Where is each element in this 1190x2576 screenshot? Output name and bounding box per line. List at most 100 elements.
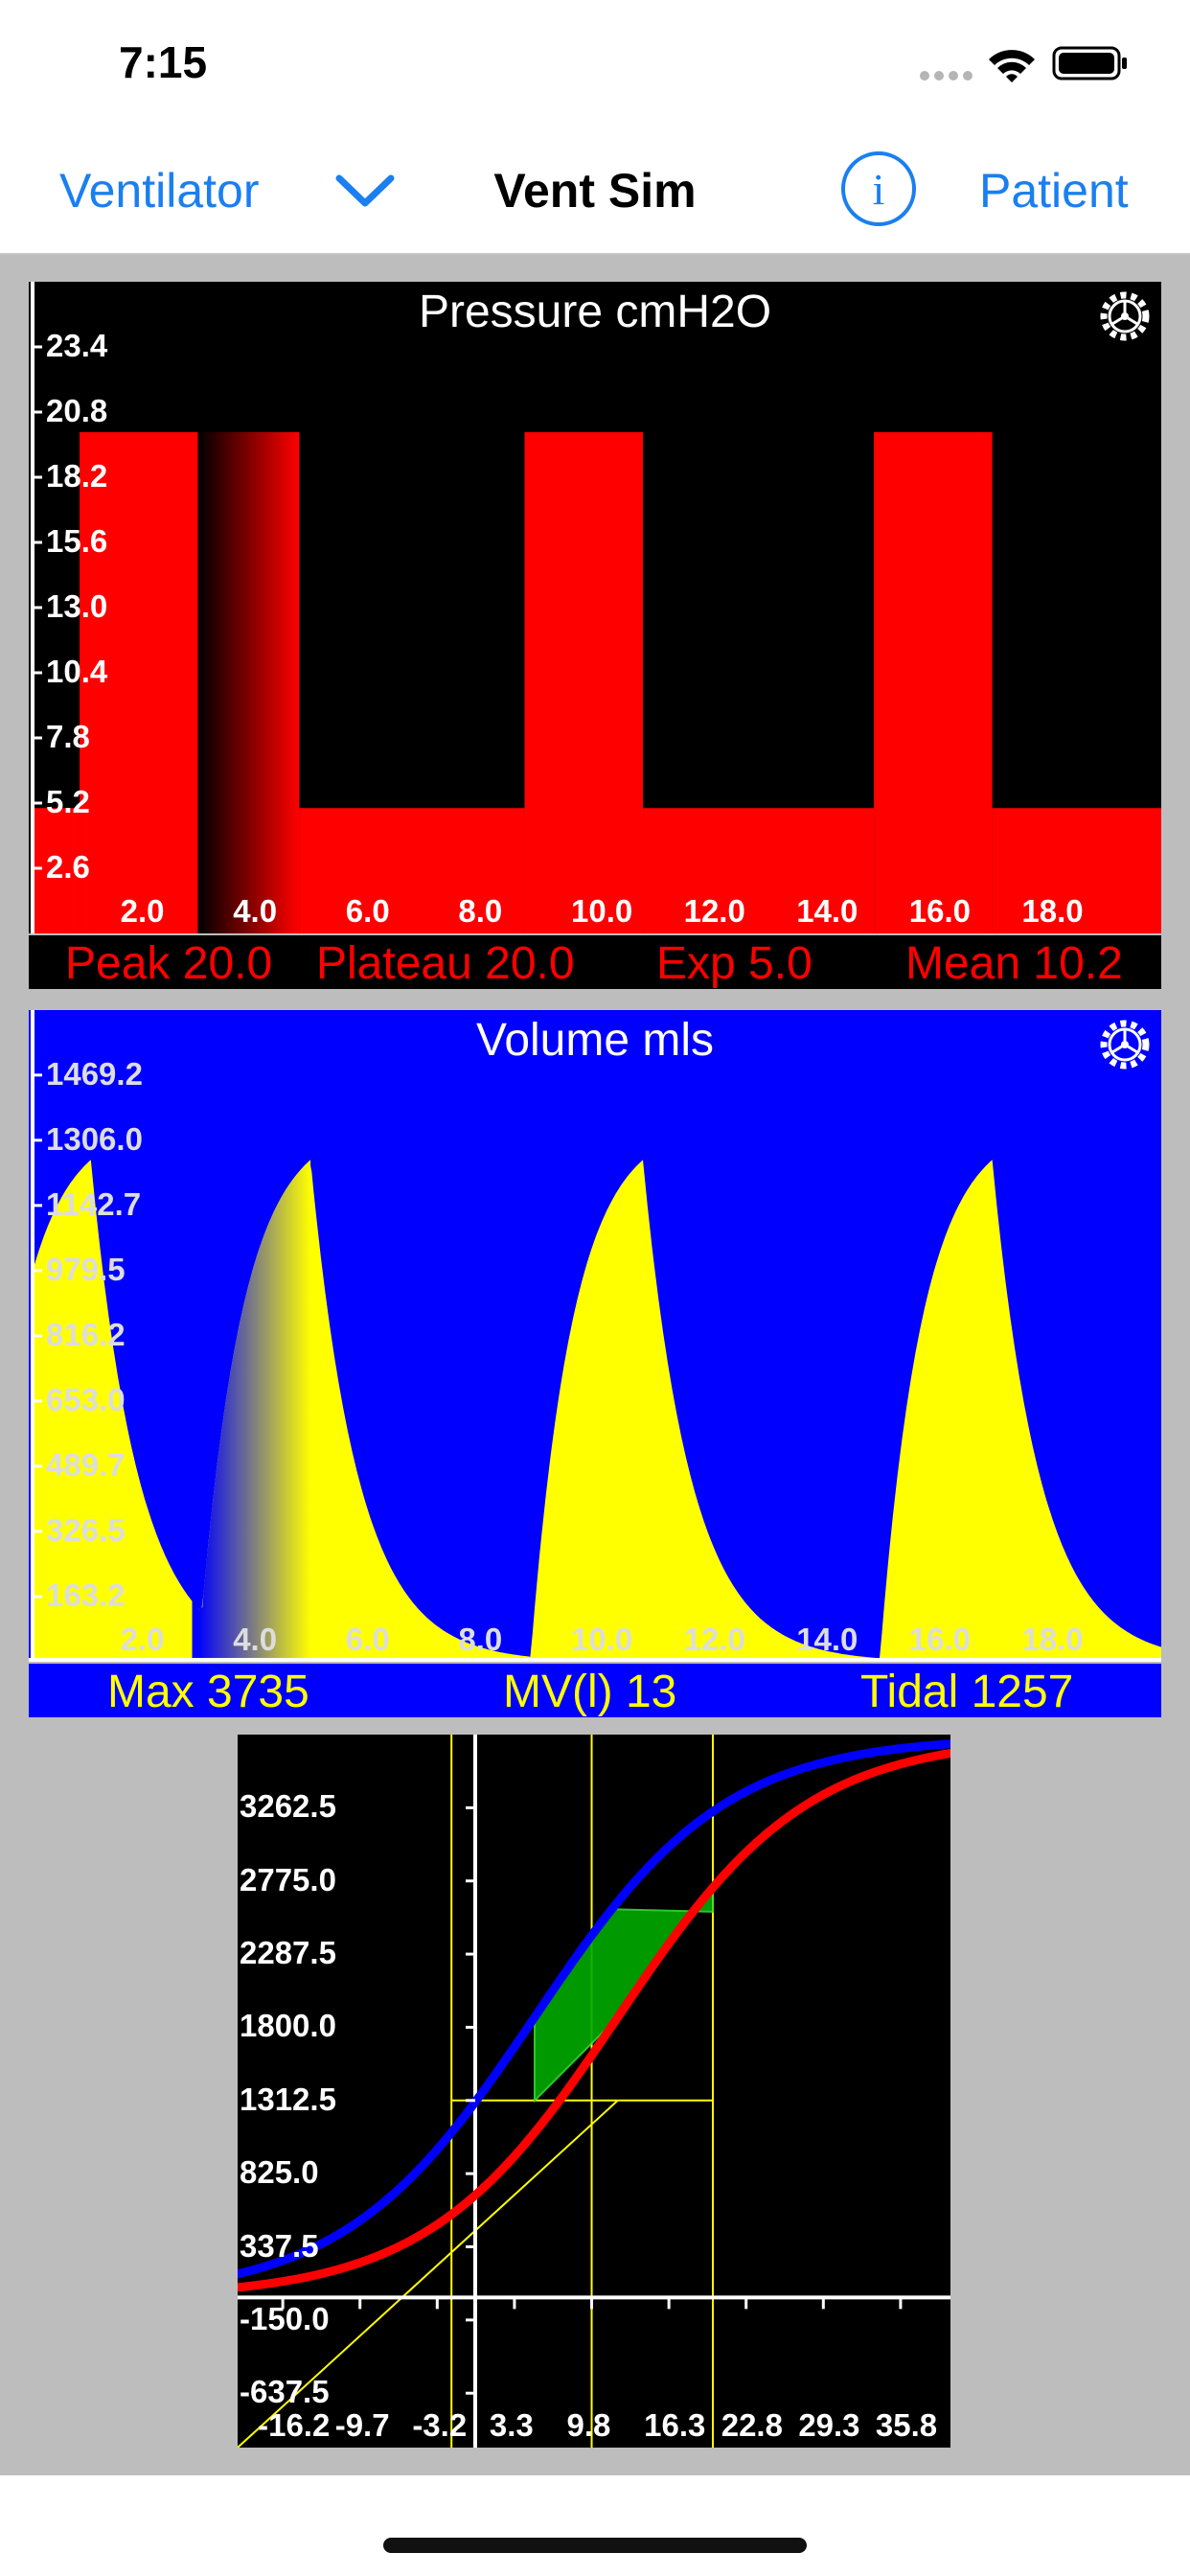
- volume-x-tick: 18.0: [1021, 1622, 1084, 1657]
- pressure-bar-2: [197, 431, 300, 933]
- pv-x-tick: 22.8: [721, 2407, 783, 2443]
- pv-x-tick: 9.8: [566, 2407, 611, 2443]
- info-icon[interactable]: i: [839, 150, 918, 228]
- pressure-y-tick: 15.6: [46, 523, 108, 559]
- volume-x-tick: 6.0: [345, 1622, 390, 1657]
- home-indicator[interactable]: [383, 2538, 807, 2553]
- volume-x-tick: 4.0: [233, 1622, 278, 1657]
- pv-x-tick: 35.8: [875, 2407, 938, 2443]
- pv-y-tick: 2287.5: [240, 1935, 336, 1971]
- pressure-settings-gear-icon[interactable]: [1098, 289, 1152, 343]
- pressure-bar-4: [524, 431, 644, 933]
- pv-x-tick: -9.7: [334, 2407, 390, 2443]
- pv-x-tick: 3.3: [489, 2407, 534, 2443]
- svg-text:i: i: [873, 165, 885, 214]
- volume-x-tick: 16.0: [908, 1622, 972, 1657]
- pressure-bar-7: [992, 808, 1161, 933]
- pv-y-tick: 825.0: [240, 2154, 319, 2191]
- pv-y-tick: -637.5: [240, 2374, 330, 2410]
- pv-x-tick: 16.3: [644, 2407, 706, 2443]
- pressure-y-tick: 23.4: [46, 328, 108, 363]
- pressure-y-tick: 10.4: [46, 654, 108, 689]
- pressure-x-tick: 6.0: [345, 893, 390, 929]
- pv-x-tick: -16.2: [258, 2407, 331, 2443]
- patient-button[interactable]: Patient: [979, 164, 1129, 218]
- pressure-readout-bar: Peak 20.0 Plateau 20.0 Exp 5.0 Mean 10.2: [29, 935, 1161, 989]
- volume-y-tick: 653.0: [46, 1381, 126, 1417]
- pressure-y-tick: 18.2: [46, 458, 108, 494]
- volume-title: Volume mls: [475, 1015, 715, 1066]
- pv-loop-plot: [238, 1735, 950, 2448]
- volume-y-tick: 979.5: [46, 1251, 126, 1287]
- volume-area: [34, 1160, 1161, 1662]
- signal-dots-icon: [920, 71, 973, 80]
- status-bar: 7:15: [0, 0, 1190, 125]
- volume-y-tick: 163.2: [46, 1577, 126, 1613]
- volume-y-tick: 816.2: [46, 1316, 126, 1352]
- volume-x-tick: 14.0: [796, 1622, 858, 1657]
- pressure-bar-5: [643, 808, 875, 933]
- pressure-y-tick: 5.2: [46, 784, 90, 819]
- pressure-y-tick: 2.6: [46, 849, 90, 885]
- pressure-x-tick: 4.0: [233, 893, 278, 929]
- volume-x-tick: 12.0: [683, 1622, 745, 1657]
- wifi-icon: [989, 50, 1035, 82]
- pressure-y-tick: 13.0: [46, 588, 108, 624]
- pressure-title: Pressure cmH2O: [418, 287, 772, 337]
- pv-compliance-line: [238, 2100, 619, 2448]
- nav-bar: Ventilator Vent Sim i Patient: [0, 125, 1190, 255]
- volume-sweep-fade: [197, 1160, 311, 1662]
- volume-chart: Volume mls 1469.2 1306.0 1142.7 979.5 816.2 6…: [29, 1010, 1161, 1717]
- pressure-bar-3: [299, 808, 525, 933]
- status-time: 7:15: [119, 37, 208, 87]
- pv-y-tick: 3262.5: [240, 1788, 336, 1825]
- pressure-y-tick: 20.8: [46, 393, 108, 428]
- bottom-safe-area: [0, 2475, 1190, 2576]
- pressure-bar-1: [80, 431, 198, 933]
- battery-icon: [1052, 46, 1127, 80]
- chevron-down-icon[interactable]: [333, 171, 397, 211]
- peak-readout: Peak 20.0: [65, 938, 273, 989]
- volume-y-tick: 1306.0: [46, 1120, 143, 1157]
- volume-readout-bar: Max 3735 MV(l) 13 Tidal 1257: [29, 1664, 1161, 1717]
- pressure-bar-6: [874, 431, 993, 933]
- plateau-readout: Plateau 20.0: [316, 938, 575, 989]
- volume-plot: [29, 1010, 1161, 1662]
- pressure-x-tick: 18.0: [1021, 893, 1084, 929]
- pv-y-tick: 1800.0: [240, 2008, 336, 2044]
- volume-y-tick: 489.7: [46, 1446, 126, 1483]
- volume-settings-gear-icon[interactable]: [1098, 1018, 1152, 1071]
- pressure-chart: Pressure cmH2O 23.4 20.8 18.2 15.6 13.0 10.4 7…: [29, 282, 1161, 989]
- mean-readout: Mean 10.2: [905, 938, 1123, 989]
- pressure-y-tick: 7.8: [46, 719, 90, 754]
- volume-x-tick: 8.0: [458, 1622, 503, 1657]
- pv-y-tick: 2775.0: [240, 1861, 336, 1898]
- pressure-plot: [31, 282, 1161, 933]
- exp-readout: Exp 5.0: [656, 938, 812, 989]
- volume-y-tick: 326.5: [46, 1511, 126, 1548]
- volume-sweep-gap: [192, 1010, 198, 1662]
- pressure-x-tick: 8.0: [458, 893, 503, 929]
- max-readout: Max 3735: [107, 1667, 309, 1717]
- pv-curve-deflation: [238, 1749, 950, 2292]
- pressure-x-tick: 16.0: [908, 893, 972, 929]
- volume-x-tick: 2.0: [120, 1622, 165, 1657]
- pressure-bar-0: [34, 808, 80, 933]
- pv-loop-chart: 3262.5 2775.0 2287.5 1800.0 1312.5 825.0 337.5…: [238, 1735, 950, 2448]
- pv-x-tick: -3.2: [412, 2407, 468, 2443]
- ventilator-button[interactable]: Ventilator: [59, 164, 260, 218]
- pressure-x-tick: 2.0: [120, 893, 165, 929]
- pressure-x-tick: 14.0: [796, 893, 858, 929]
- pv-y-tick: 1312.5: [240, 2081, 336, 2117]
- pv-curve-inflation: [238, 1739, 950, 2279]
- mv-readout: MV(l) 13: [503, 1667, 677, 1717]
- tidal-readout: Tidal 1257: [860, 1667, 1074, 1717]
- volume-x-tick: 10.0: [571, 1622, 633, 1657]
- volume-y-tick: 1142.7: [46, 1185, 142, 1222]
- pv-y-tick: 337.5: [240, 2227, 319, 2264]
- pressure-x-tick: 10.0: [571, 893, 633, 929]
- pv-y-tick: -150.0: [240, 2300, 330, 2336]
- pv-x-tick: 29.3: [798, 2407, 860, 2443]
- pressure-x-tick: 12.0: [683, 893, 745, 929]
- volume-y-tick: 1469.2: [46, 1055, 143, 1092]
